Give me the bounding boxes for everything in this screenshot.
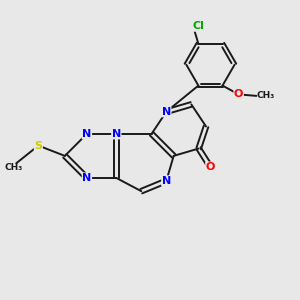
Text: CH₃: CH₃ — [256, 92, 274, 100]
Text: N: N — [162, 107, 171, 117]
Text: O: O — [206, 162, 215, 172]
Text: S: S — [34, 141, 42, 151]
Text: N: N — [82, 129, 92, 139]
Text: N: N — [162, 176, 171, 186]
Text: N: N — [112, 129, 121, 139]
Text: Cl: Cl — [192, 21, 204, 31]
Text: O: O — [234, 89, 243, 99]
Text: CH₃: CH₃ — [4, 163, 22, 172]
Text: N: N — [82, 173, 92, 183]
